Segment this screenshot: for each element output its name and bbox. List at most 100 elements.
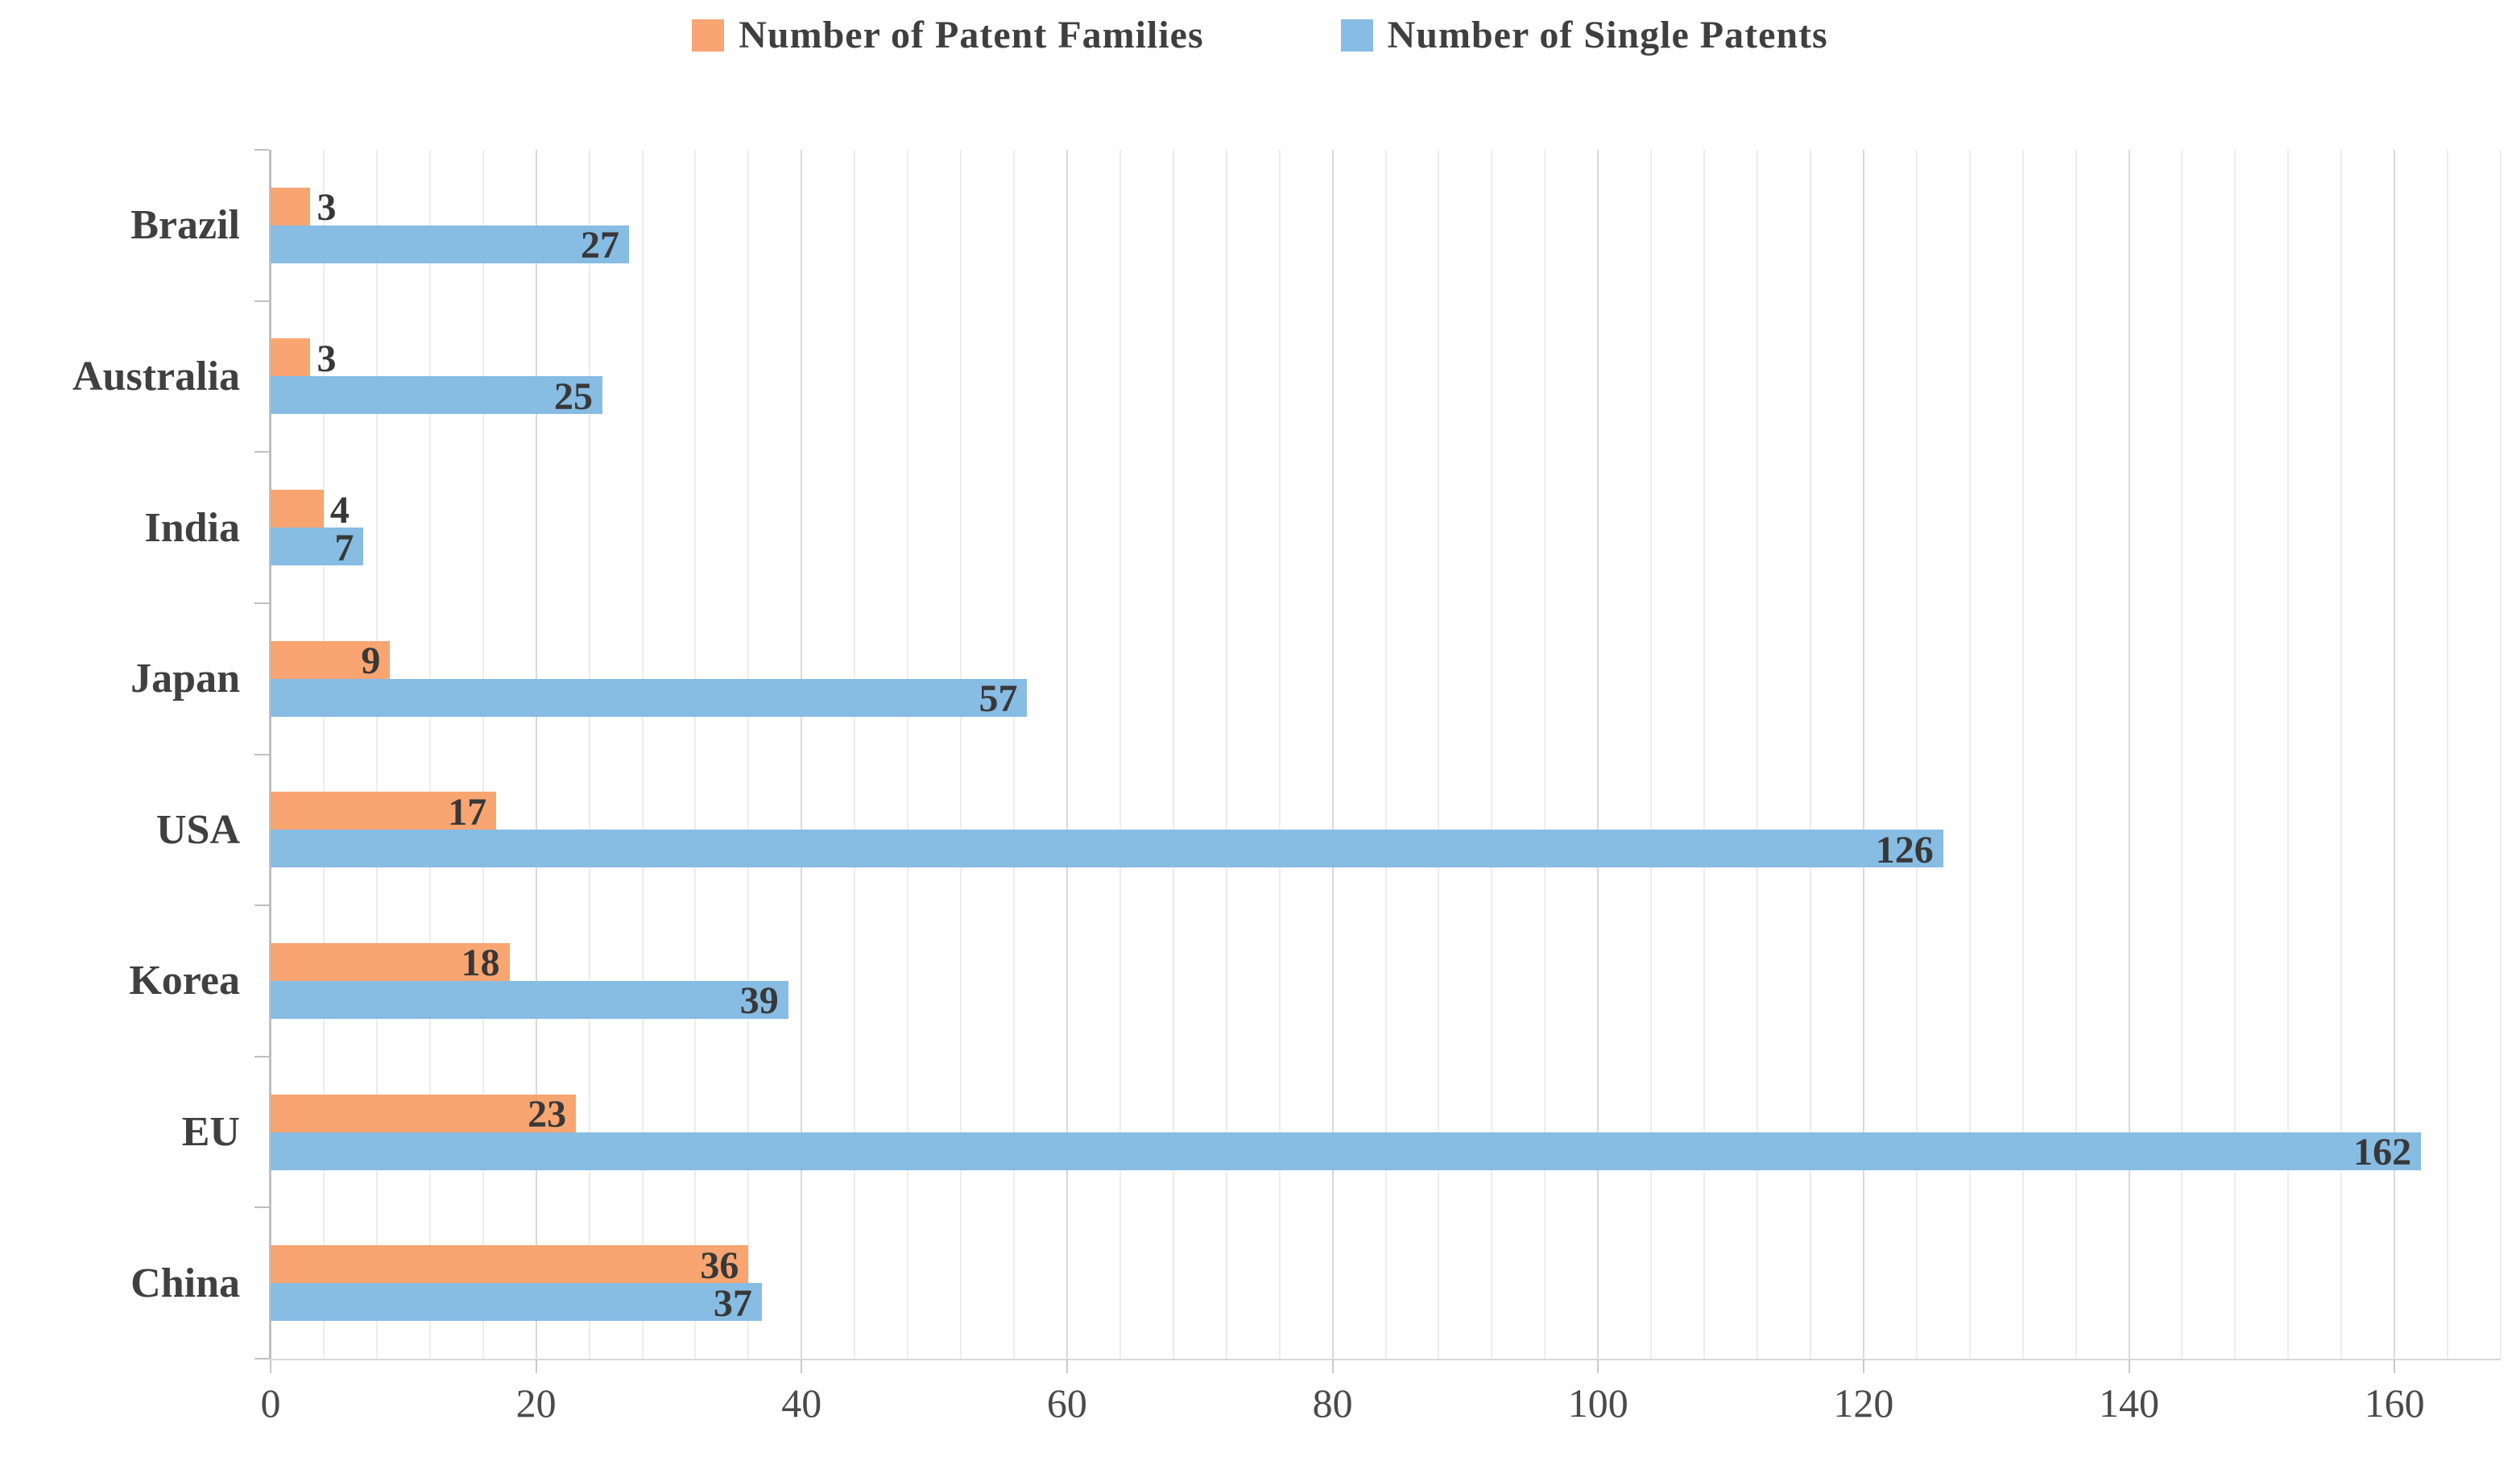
major-gridline — [2128, 150, 2130, 1359]
minor-gridline — [747, 150, 750, 1359]
category-label-china: China — [130, 1260, 240, 1306]
major-gridline — [1066, 150, 1068, 1359]
minor-gridline — [854, 150, 856, 1359]
category-label-korea: Korea — [129, 958, 240, 1004]
bar-number-of-patent-families-usa — [271, 792, 497, 830]
bar-number-of-single-patents-india — [271, 528, 364, 566]
x-tick-label-160: 160 — [2364, 1380, 2425, 1426]
minor-gridline — [2021, 150, 2024, 1359]
x-axis-tick — [270, 1360, 271, 1373]
minor-gridline — [960, 150, 962, 1359]
minor-gridline — [1225, 150, 1227, 1359]
bar-number-of-patent-families-japan — [271, 640, 391, 679]
bar-number-of-patent-families-australia — [271, 338, 311, 377]
data-label-number-of-patent-families-korea: 18 — [461, 942, 500, 985]
minor-gridline — [1172, 150, 1174, 1359]
x-axis-tick — [1066, 1360, 1068, 1373]
x-axis-tick — [1862, 1360, 1864, 1373]
minor-gridline — [2340, 150, 2343, 1359]
major-gridline — [1862, 150, 1864, 1359]
x-tick-label-60: 60 — [1046, 1380, 1087, 1426]
data-label-number-of-single-patents-india: 7 — [334, 526, 354, 569]
y-axis-tick — [254, 149, 269, 151]
x-tick-label-80: 80 — [1312, 1380, 1353, 1426]
data-label-number-of-patent-families-china: 36 — [700, 1244, 739, 1287]
y-axis-tick — [254, 451, 269, 453]
x-axis-tick — [2394, 1360, 2396, 1373]
legend-label-single-patents: Number of Single Patents — [1387, 14, 1828, 56]
legend-swatch-patent-families-icon — [692, 19, 725, 52]
x-axis-line — [269, 1359, 2501, 1360]
minor-gridline — [1544, 150, 1546, 1359]
legend-item-single-patents: Number of Single Patents — [1340, 13, 1828, 57]
bar-number-of-patent-families-eu — [271, 1094, 577, 1132]
minor-gridline — [1809, 150, 1811, 1359]
minor-gridline — [1438, 150, 1440, 1359]
bar-number-of-single-patents-eu — [271, 1132, 2422, 1170]
minor-gridline — [2447, 150, 2449, 1359]
bar-number-of-patent-families-india — [271, 490, 324, 528]
minor-gridline — [1650, 150, 1653, 1359]
y-axis-tick — [254, 1056, 269, 1057]
category-axis: Brazil Australia India Japan USA Korea EU China — [0, 150, 240, 1359]
y-axis-tick — [254, 300, 269, 302]
x-axis-tick — [535, 1360, 537, 1373]
y-axis-tick — [254, 754, 269, 755]
y-axis-tick — [254, 1206, 269, 1208]
legend-swatch-single-patents-icon — [1340, 19, 1373, 52]
category-label-australia: Australia — [72, 353, 240, 399]
data-label-number-of-single-patents-china: 37 — [713, 1281, 752, 1325]
bar-number-of-single-patents-brazil — [271, 225, 630, 263]
bar-number-of-single-patents-china — [271, 1283, 762, 1322]
minor-gridline — [322, 150, 325, 1359]
minor-gridline — [1703, 150, 1706, 1359]
category-label-india: India — [144, 504, 240, 551]
data-label-number-of-single-patents-brazil: 27 — [581, 224, 620, 267]
x-tick-label-0: 0 — [260, 1380, 281, 1426]
minor-gridline — [1491, 150, 1493, 1359]
bar-number-of-patent-families-brazil — [271, 187, 311, 226]
minor-gridline — [2287, 150, 2290, 1359]
value-axis: 0 20 40 60 80 100 120 140 160 — [0, 1379, 2520, 1443]
category-label-eu: EU — [181, 1109, 240, 1156]
data-label-number-of-patent-families-australia: 3 — [317, 337, 337, 380]
y-axis-tick — [254, 602, 269, 604]
major-gridline — [1597, 150, 1599, 1359]
major-gridline — [1331, 150, 1334, 1359]
x-axis-tick — [2128, 1360, 2130, 1373]
bar-number-of-patent-families-china — [271, 1245, 749, 1284]
minor-gridline — [428, 150, 431, 1359]
data-label-number-of-single-patents-eu: 162 — [2353, 1131, 2412, 1174]
data-label-number-of-single-patents-korea: 39 — [739, 979, 779, 1023]
bar-number-of-single-patents-usa — [271, 830, 1943, 868]
x-tick-label-40: 40 — [781, 1380, 822, 1426]
major-gridline — [535, 150, 537, 1359]
minor-gridline — [588, 150, 590, 1359]
minor-gridline — [2181, 150, 2183, 1359]
legend-item-patent-families: Number of Patent Families — [692, 13, 1203, 57]
data-label-number-of-single-patents-japan: 57 — [979, 677, 1018, 721]
data-label-number-of-patent-families-japan: 9 — [361, 639, 381, 683]
major-gridline — [801, 150, 803, 1359]
data-label-number-of-single-patents-australia: 25 — [554, 375, 594, 418]
x-axis-tick — [1597, 1360, 1599, 1373]
bar-number-of-single-patents-australia — [271, 376, 603, 415]
y-axis-tick — [254, 1358, 269, 1360]
data-label-number-of-patent-families-brazil: 3 — [317, 186, 337, 230]
x-tick-label-140: 140 — [2099, 1380, 2159, 1426]
x-axis-tick — [1331, 1360, 1334, 1373]
minor-gridline — [641, 150, 643, 1359]
minor-gridline — [1013, 150, 1015, 1359]
data-label-number-of-patent-families-usa: 17 — [448, 790, 487, 834]
minor-gridline — [2075, 150, 2077, 1359]
minor-gridline — [1757, 150, 1758, 1359]
x-tick-label-100: 100 — [1567, 1380, 1628, 1426]
minor-gridline — [375, 150, 378, 1359]
minor-gridline — [1278, 150, 1281, 1359]
chart-legend: Number of Patent Families Number of Sing… — [0, 13, 2520, 57]
bar-number-of-patent-families-korea — [271, 942, 510, 981]
data-label-number-of-patent-families-eu: 23 — [528, 1093, 567, 1136]
x-tick-label-120: 120 — [1833, 1380, 1894, 1426]
plot-area: 3 27 3 25 4 7 9 57 17 126 18 39 23 162 36 37 — [254, 149, 2501, 1373]
